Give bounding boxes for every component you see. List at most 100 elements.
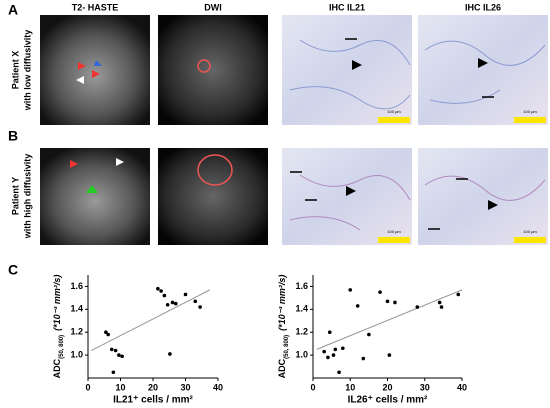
column-header: T2- HASTE [72,2,119,12]
y-axis-label: ADC(50, 800) (*10⁻³ mm²/s) [277,275,289,379]
roi [197,154,233,186]
x-tick-label: 10 [115,382,125,392]
panel-label: B [8,128,18,144]
data-point [120,354,124,359]
y-axis-label-unit: (*10⁻³ mm²/s) [277,275,287,331]
data-point [173,301,178,306]
arrowhead [478,58,488,68]
scale-label: 100 µm [387,109,401,114]
data-point [111,370,116,375]
y-tick-label: 1.0 [295,349,308,359]
y-tick-label: 1.4 [295,304,308,314]
data-point [337,370,341,375]
tissue [289,174,411,231]
data-point [326,355,330,360]
row-label: with low diffusivity [22,30,32,112]
y-tick-label: 1.6 [70,281,83,291]
data-point [113,348,118,353]
scale-bar [514,237,546,243]
data-point [170,300,175,305]
y-tick-label: 1.2 [295,327,308,337]
scale-bar [378,237,410,243]
data-point [393,300,397,305]
data-point [385,299,390,304]
x-tick-label: 0 [85,382,90,392]
mri-image [40,15,150,125]
image-row-b: 100 µm 100 µm [40,148,548,245]
x-tick-label: 0 [310,382,315,392]
arrow [92,70,100,78]
tissue [289,39,411,110]
scale-bar [514,117,546,123]
ihc-image [282,148,412,245]
arrow [94,60,102,66]
data-point [378,290,382,294]
data-point [183,292,188,297]
y-axis-label-main: ADC [277,358,287,378]
column-header: IHC IL26 [465,2,501,12]
data-point [348,288,353,292]
mri-image [40,148,150,245]
tissue [424,40,546,104]
arrowhead [488,200,498,210]
x-tick-label: 30 [180,382,190,392]
arrow [86,185,98,193]
column-header: IHC IL21 [329,2,365,12]
data-point [333,347,338,352]
fit-line [91,289,211,351]
data-point [109,347,114,352]
data-point [162,293,167,298]
data-point [168,352,172,356]
panel-label: C [8,262,18,278]
data-point [327,330,332,335]
data-point [456,292,461,297]
column-header: DWI [204,2,222,12]
dwi-image [158,148,268,245]
y-tick-label: 1.4 [70,304,83,314]
x-tick-label: 30 [420,382,430,392]
fit-line [316,289,463,350]
scale-bar [378,117,410,123]
x-tick-label: 10 [345,382,355,392]
arrow [70,160,78,168]
data-point [193,299,198,304]
ihc-image [418,15,548,125]
data-point [165,302,170,307]
y-tick-label: 1.6 [295,281,308,291]
row-label: Patient X [10,51,20,90]
row-label: Patient Y [10,177,20,215]
arrow [76,76,84,84]
data-point [198,305,202,309]
y-axis-label: ADC(50, 800) (*10⁻³ mm²/s) [52,275,64,379]
y-axis-label-sub: (50, 800) [59,335,65,359]
panel-label: A [8,2,18,18]
data-point [367,332,371,337]
y-tick-label: 1.0 [70,349,83,359]
data-point [159,289,163,293]
arrowhead [352,60,362,70]
image-row-a: 100 µm 100 µm [40,15,548,125]
dwi-image [158,15,268,125]
x-axis-label: IL26⁺ cells / mm² [348,395,428,406]
data-point [331,353,336,357]
arrow [78,62,86,70]
data-point [322,349,326,354]
data-point [156,286,160,291]
ihc-image [282,15,412,125]
x-tick-label: 40 [213,382,223,392]
y-axis-label-sub: (50, 800) [284,335,290,359]
data-point [387,353,392,357]
arrow [116,158,124,166]
data-point [104,330,108,335]
x-tick-label: 40 [457,382,467,392]
data-point [439,305,444,309]
x-tick-label: 20 [148,382,158,392]
data-point [355,304,360,308]
x-axis-label: IL21⁺ cells / mm² [113,395,193,406]
arrowhead [346,186,356,196]
data-point [117,353,121,357]
data-point [437,300,442,305]
row-label: with high diffusivity [22,154,32,240]
data-point [361,356,366,361]
